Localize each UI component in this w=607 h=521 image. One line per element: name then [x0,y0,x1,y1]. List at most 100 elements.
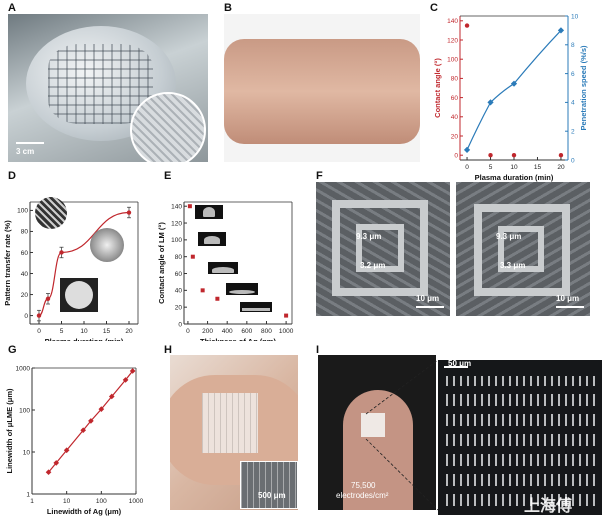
data-point [80,427,87,434]
fingertip [343,390,413,510]
f-right-width-2: 3.3 μm [500,261,526,270]
patch [202,393,258,453]
x-tick-label: 400 [222,328,233,335]
y-tick-label: 60 [21,250,29,257]
y-tick-label: 140 [171,204,182,211]
y-tick-label: 120 [171,220,182,227]
y-tick-label: 140 [447,18,458,25]
f-right-scale-label: 10 μm [556,294,580,303]
x-tick-label: 1000 [279,328,294,335]
droplet-inset-5 [240,302,272,312]
x-tick-label: 200 [202,328,213,335]
sem-image-left: 9.3 μm 3.2 μm 10 μm [316,182,450,316]
y2-tick-label: 0 [571,157,575,164]
f-left-width-2: 3.2 μm [360,261,386,270]
x-tick-label: 1000 [129,498,144,505]
x-tick-label: 10 [63,498,71,505]
x-axis-label: Linewidth of Ag (μm) [47,507,122,516]
chart-d: 0 5 10 15 20 0 20 40 60 80 100 Plasma duration (min… [3,201,139,341]
y-tick-label: 40 [451,114,459,121]
x-tick-label: 100 [96,498,107,505]
x-tick-label: 800 [261,328,272,335]
panel-i-scale-label: 50 μm [448,360,472,368]
arm [224,39,420,144]
y-tick-label: 20 [451,133,459,140]
panel-e-label: E [164,170,172,182]
panel-a-label: A [8,2,16,14]
chart-g: 1 10 100 1000 1 10 100 1000 Linewidth of Ag (μm)… [5,365,144,516]
x-tick-label: 5 [489,164,493,171]
data-point [463,146,471,154]
x-tick-label: 1 [30,498,34,505]
droplet-inset-4 [226,283,258,295]
y-tick-label: 20 [175,304,183,311]
x-axis-label: Plasma duration (min) [45,337,124,341]
y-tick-label: 60 [175,271,183,278]
y2-tick-label: 2 [571,129,575,136]
panel-g-label: G [8,344,17,356]
fingertip-photo: 75,500 electrodes/cm² [318,355,436,510]
y-axis-label: Contact angle (°) [433,58,442,118]
data-point [215,296,220,301]
spiral-inner [498,226,544,272]
x-tick-label: 5 [60,328,64,335]
panel-c-label: C [430,2,438,14]
x-tick-label: 0 [37,328,41,335]
data-point [88,418,94,424]
y-tick-label: 80 [21,229,29,236]
y-tick-label: 80 [451,76,459,83]
electrode-micrograph: 50 μm 上海傅 [438,360,602,515]
y-tick-label: 120 [447,37,458,44]
y-tick-label: 0 [454,153,458,160]
data-point [126,210,132,215]
inset-photo-d-1 [35,197,67,229]
zoom-lines [365,359,439,511]
panel-a-scale-label: 3 cm [16,147,35,156]
y-tick-label: 1000 [16,365,31,372]
droplet-inset-1 [195,205,223,219]
wafer-photo: 3 cm [8,14,208,162]
droplet-inset-2 [198,232,226,246]
y2-tick-label: 6 [571,71,575,78]
panel-i-density-value: 75,500 [351,481,376,490]
electrode-array [361,413,385,437]
panel-i-scale-bar [444,366,468,368]
x-tick-label: 0 [465,164,469,171]
data-point [190,254,195,259]
y-axis-label: Contact angle of LM (°) [157,222,166,304]
f-right-scale-bar [556,306,584,308]
f-right-width-1: 9.3 μm [496,232,522,241]
panel-f-label: F [316,170,323,182]
tattoo-film [254,46,387,146]
wafer-zoom-inset [130,92,206,162]
finger-patch-photo: 500 μm [170,355,298,510]
data-point [200,288,205,293]
data-point [488,153,493,158]
f-left-scale-bar [416,306,444,308]
x-tick-label: 20 [557,164,565,171]
x-tick-label: 10 [510,164,518,171]
y-tick-label: 40 [175,288,183,295]
y-tick-label: 0 [178,321,182,328]
data-point [464,23,470,28]
y-tick-label: 20 [21,292,29,299]
x-tick-label: 15 [103,328,111,335]
chart-e: 0 200 400 600 800 1000 0 20 40 60 80 100 120 140 Thick… [157,201,294,341]
spiral-inner [356,224,404,272]
data-point [59,250,64,255]
panel-b-label: B [224,2,232,14]
y-tick-label: 100 [447,57,458,64]
data-point [53,460,60,466]
y2-axis-label: Penetration speed (%/s) [579,45,588,131]
inset-photo-d-3 [60,278,98,312]
y-tick-label: 100 [19,407,30,414]
y-tick-label: 100 [171,237,182,244]
y-tick-label: 60 [451,95,459,102]
f-left-scale-label: 10 μm [416,294,440,303]
panel-i-density-unit: electrodes/cm² [336,491,389,500]
y2-tick-label: 8 [571,42,575,49]
y-axis-label: Pattern transfer rate (%) [3,220,12,306]
electrode-pattern [446,376,596,506]
